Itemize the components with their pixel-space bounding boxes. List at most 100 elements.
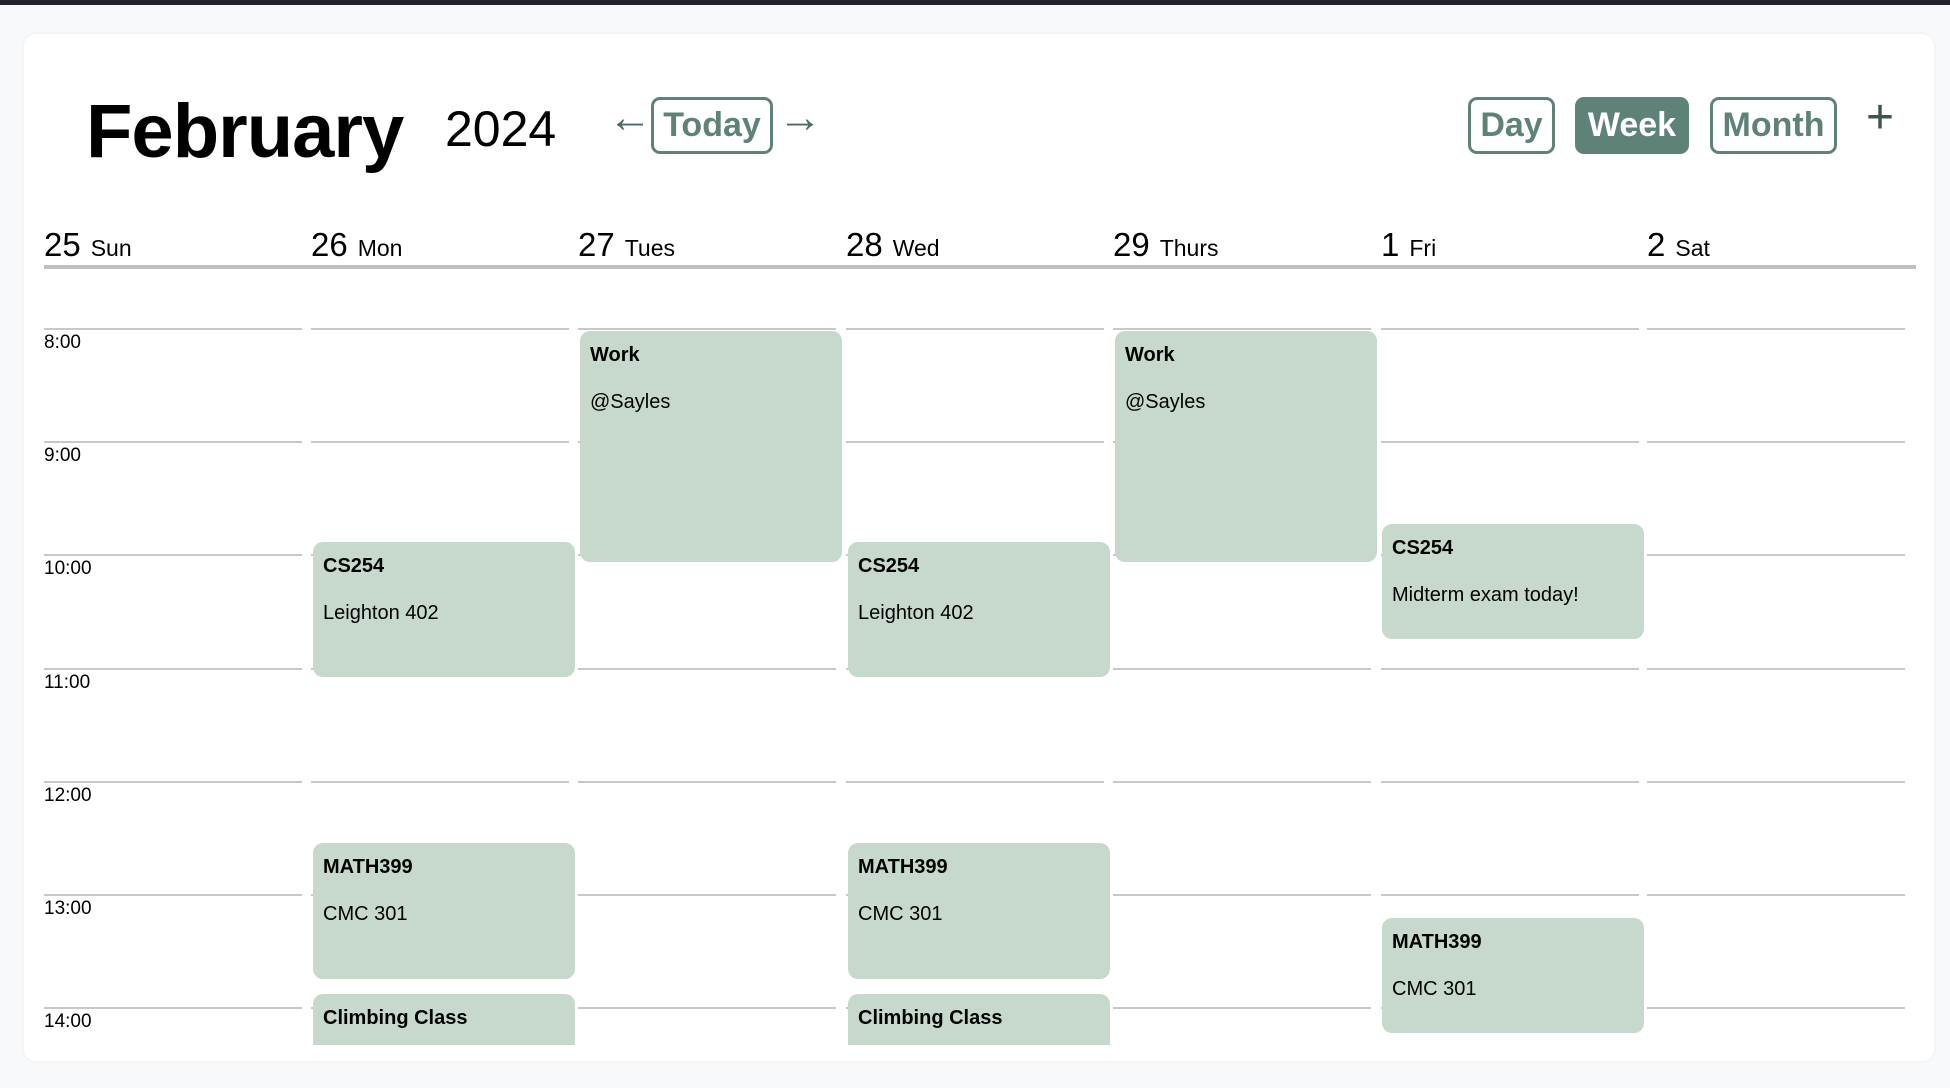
event-work[interactable]: Work @Sayles — [580, 331, 842, 562]
day-header-divider — [44, 265, 1916, 269]
window-top-bar — [0, 0, 1950, 5]
time-label: 11:00 — [44, 671, 91, 693]
hour-gridline — [311, 780, 569, 783]
year-label: 2024 — [445, 101, 557, 157]
event-math399[interactable]: MATH399 CMC 301 — [848, 843, 1110, 979]
hour-gridline — [846, 780, 1104, 783]
hour-gridline — [1113, 667, 1371, 670]
view-day-button[interactable]: Day — [1468, 97, 1555, 154]
day-number: 27 — [578, 226, 615, 263]
hour-gridline — [846, 441, 1104, 444]
hour-gridline — [44, 328, 302, 330]
event-cs254[interactable]: CS254 Midterm exam today! — [1382, 524, 1644, 639]
time-label: 9:00 — [44, 445, 81, 467]
event-math399[interactable]: MATH399 CMC 301 — [313, 843, 575, 979]
hour-gridline — [1113, 780, 1371, 783]
hour-gridline — [1381, 667, 1639, 670]
hour-gridline — [1381, 328, 1639, 330]
time-label: 10:00 — [44, 558, 92, 580]
hour-gridline — [578, 894, 836, 896]
hour-gridline — [44, 554, 302, 557]
hour-gridline — [578, 1007, 836, 1010]
hour-gridline — [846, 328, 1104, 330]
event-location: Leighton 402 — [858, 602, 974, 624]
event-climbing-class[interactable]: Climbing Class — [848, 994, 1110, 1045]
day-number: 1 — [1381, 226, 1400, 263]
event-location: CMC 301 — [323, 903, 408, 925]
event-title: Climbing Class — [323, 1007, 468, 1029]
day-header-fri[interactable]: 1 Fri — [1381, 226, 1436, 264]
hour-gridline — [44, 894, 302, 896]
day-name: Sun — [90, 235, 132, 261]
hour-gridline — [44, 1007, 302, 1010]
event-climbing-class[interactable]: Climbing Class — [313, 994, 575, 1045]
day-name: Tues — [624, 235, 675, 261]
event-title: Work — [590, 344, 640, 366]
day-name: Mon — [357, 235, 403, 261]
hour-gridline — [1113, 1007, 1371, 1010]
today-button[interactable]: Today — [651, 97, 773, 154]
event-title: CS254 — [1392, 537, 1454, 559]
day-number: 28 — [846, 226, 883, 263]
arrow-right-icon[interactable]: → — [778, 93, 822, 142]
hour-gridline — [1647, 780, 1905, 783]
event-title: Work — [1125, 344, 1175, 366]
hour-gridline — [44, 667, 302, 670]
time-label: 13:00 — [44, 898, 92, 919]
event-location: Leighton 402 — [323, 602, 439, 624]
hour-gridline — [578, 780, 836, 783]
time-label: 14:00 — [44, 1011, 92, 1033]
time-label: 12:00 — [44, 784, 92, 806]
hour-gridline — [1647, 894, 1905, 896]
hour-gridline — [44, 441, 302, 444]
event-location: @Sayles — [590, 391, 671, 413]
hour-gridline — [578, 328, 836, 330]
time-label: 8:00 — [44, 332, 81, 353]
event-title: MATH399 — [323, 856, 413, 878]
hour-gridline — [1647, 1007, 1905, 1010]
day-name: Wed — [892, 235, 940, 261]
day-name: Sat — [1675, 235, 1710, 261]
hour-gridline — [311, 328, 569, 330]
hour-gridline — [311, 441, 569, 444]
event-title: CS254 — [858, 555, 920, 577]
day-header-thurs[interactable]: 29 Thurs — [1113, 226, 1219, 264]
day-header-wed[interactable]: 28 Wed — [846, 226, 940, 264]
event-location: CMC 301 — [1392, 978, 1477, 1000]
day-header-sat[interactable]: 2 Sat — [1647, 226, 1710, 264]
day-name: Fri — [1409, 235, 1437, 261]
event-work[interactable]: Work @Sayles — [1115, 331, 1377, 562]
event-cs254[interactable]: CS254 Leighton 402 — [313, 542, 575, 677]
day-number: 25 — [44, 226, 81, 263]
day-number: 29 — [1113, 226, 1150, 263]
hour-gridline — [1113, 328, 1371, 330]
hour-gridline — [1381, 441, 1639, 444]
event-location: Midterm exam today! — [1392, 584, 1579, 606]
hour-gridline — [1647, 328, 1905, 330]
view-month-button[interactable]: Month — [1710, 97, 1837, 154]
event-math399[interactable]: MATH399 CMC 301 — [1382, 918, 1644, 1033]
day-header-sun[interactable]: 25 Sun — [44, 226, 132, 264]
event-title: MATH399 — [858, 856, 948, 878]
day-name: Thurs — [1159, 235, 1219, 261]
hour-gridline — [1381, 780, 1639, 783]
event-location: CMC 301 — [858, 903, 943, 925]
day-number: 2 — [1647, 226, 1666, 263]
event-cs254[interactable]: CS254 Leighton 402 — [848, 542, 1110, 677]
day-header-tues[interactable]: 27 Tues — [578, 226, 675, 264]
day-number: 26 — [311, 226, 348, 263]
hour-gridline — [1113, 894, 1371, 896]
month-title: February — [86, 89, 404, 174]
event-title: MATH399 — [1392, 931, 1482, 953]
event-title: Climbing Class — [858, 1007, 1003, 1029]
hour-gridline — [1381, 894, 1639, 896]
add-event-plus-icon[interactable]: + — [1866, 91, 1895, 144]
hour-gridline — [1647, 667, 1905, 670]
day-header-mon[interactable]: 26 Mon — [311, 226, 402, 264]
hour-gridline — [578, 667, 836, 670]
view-week-button[interactable]: Week — [1575, 97, 1689, 154]
event-title: CS254 — [323, 555, 385, 577]
event-location: @Sayles — [1125, 391, 1206, 413]
arrow-left-icon[interactable]: ← — [608, 93, 652, 142]
hour-gridline — [1647, 441, 1905, 444]
